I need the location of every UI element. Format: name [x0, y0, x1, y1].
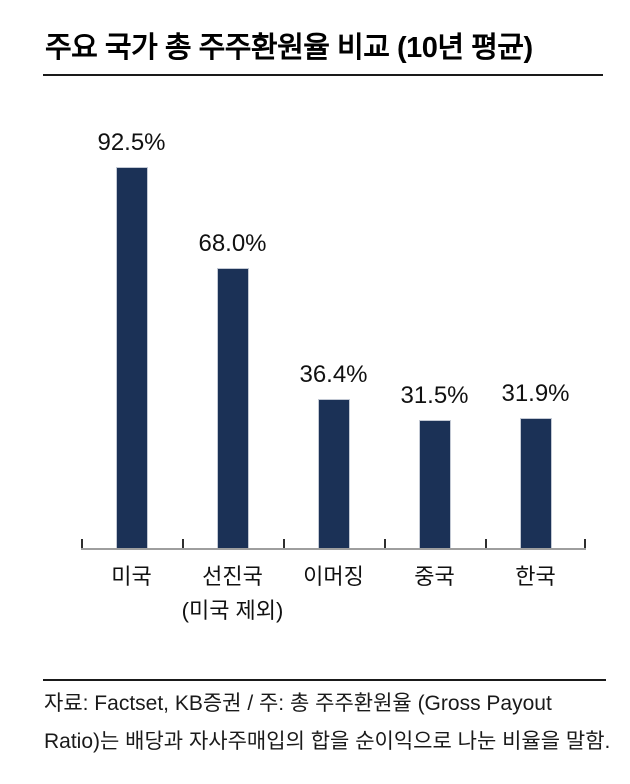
category-label-dm-ex-us: 선진국 (미국 제외): [162, 560, 303, 628]
source-note: 자료: Factset, KB증권 / 주: 총 주주환원율 (Gross Pa…: [44, 685, 619, 761]
category-label-text: 미국: [111, 564, 152, 589]
chart-title: 주요 국가 총 주주환원율 비교 (10년 평균): [45, 32, 533, 64]
bar-group-emerging: 36.4%: [283, 361, 384, 550]
category-label-emerging: 이머징: [263, 560, 404, 594]
x-axis-tick: [584, 539, 586, 548]
category-label-china: 중국: [364, 560, 505, 594]
bar-group-usa: 92.5%: [81, 129, 182, 550]
bar-korea: [519, 418, 552, 550]
category-label-korea: 한국: [465, 560, 606, 594]
bar-chart-plot: 92.5% 68.0% 36.4% 31.5% 31.9%: [0, 100, 630, 550]
x-axis-tick: [283, 539, 285, 548]
bar-emerging: [317, 399, 350, 550]
x-axis-tick: [81, 539, 83, 548]
category-sublabel-text: (미국 제외): [181, 598, 284, 623]
bar-dm-ex-us: [216, 268, 249, 550]
category-label-text: 이머징: [303, 564, 364, 589]
x-axis-tick: [384, 539, 386, 548]
bar-group-dm-ex-us: 68.0%: [182, 230, 283, 550]
x-axis-tick: [485, 539, 487, 548]
title-divider: [43, 74, 603, 76]
bar-usa: [115, 167, 148, 550]
bar-china: [418, 420, 451, 550]
value-label-china: 31.5%: [400, 382, 469, 409]
category-label-text: 선진국: [202, 564, 263, 589]
category-label-usa: 미국: [61, 560, 202, 594]
x-axis-tick: [182, 539, 184, 548]
bar-group-korea: 31.9%: [485, 380, 586, 550]
value-label-korea: 31.9%: [501, 380, 570, 407]
footer-divider: [43, 679, 606, 681]
value-label-dm-ex-us: 68.0%: [198, 230, 267, 257]
value-label-emerging: 36.4%: [299, 361, 368, 388]
value-label-usa: 92.5%: [97, 129, 166, 156]
category-label-text: 한국: [515, 564, 556, 589]
bar-group-china: 31.5%: [384, 382, 485, 550]
source-note-line2: Ratio)는 배당과 자사주매입의 합을 순이익으로 나눈 비율을 말함.: [44, 730, 611, 753]
source-note-line1: 자료: Factset, KB증권 / 주: 총 주주환원율 (Gross Pa…: [44, 692, 552, 715]
x-axis-line: [81, 548, 586, 550]
category-label-text: 중국: [414, 564, 455, 589]
